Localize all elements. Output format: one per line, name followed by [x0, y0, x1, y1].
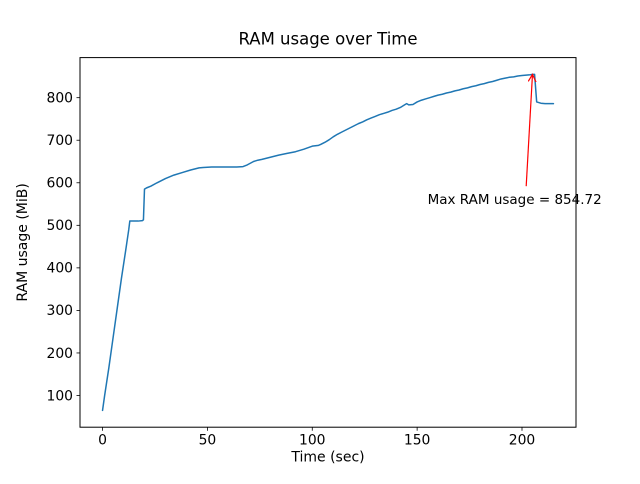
x-axis-ticks: 0 50 100 150 200	[98, 427, 535, 449]
y-axis-label: RAM usage (MiB)	[15, 183, 31, 301]
y-axis-ticks: 100 200 300 400 500 600 700 800	[46, 90, 80, 404]
y-tick-label: 800	[46, 90, 73, 106]
annotation-arrow	[525, 74, 532, 187]
y-tick-label: 400	[46, 261, 73, 277]
y-tick-label: 100	[46, 388, 73, 404]
x-tick-label: 50	[199, 433, 217, 449]
x-axis-label: Time (sec)	[290, 450, 364, 466]
y-tick-label: 700	[46, 133, 73, 149]
max-ram-annotation-text: Max RAM usage = 854.72	[428, 192, 602, 208]
y-tick-label: 500	[46, 218, 73, 234]
x-tick-label: 100	[299, 433, 326, 449]
y-tick-label: 200	[46, 346, 73, 362]
x-tick-label: 200	[509, 433, 536, 449]
y-tick-label: 300	[46, 303, 73, 319]
x-tick-label: 150	[404, 433, 431, 449]
y-tick-label: 600	[46, 176, 73, 192]
chart-title: RAM usage over Time	[238, 30, 417, 49]
ram-usage-line	[101, 73, 555, 412]
x-tick-label: 0	[98, 433, 107, 449]
plot-area-border	[79, 57, 577, 428]
